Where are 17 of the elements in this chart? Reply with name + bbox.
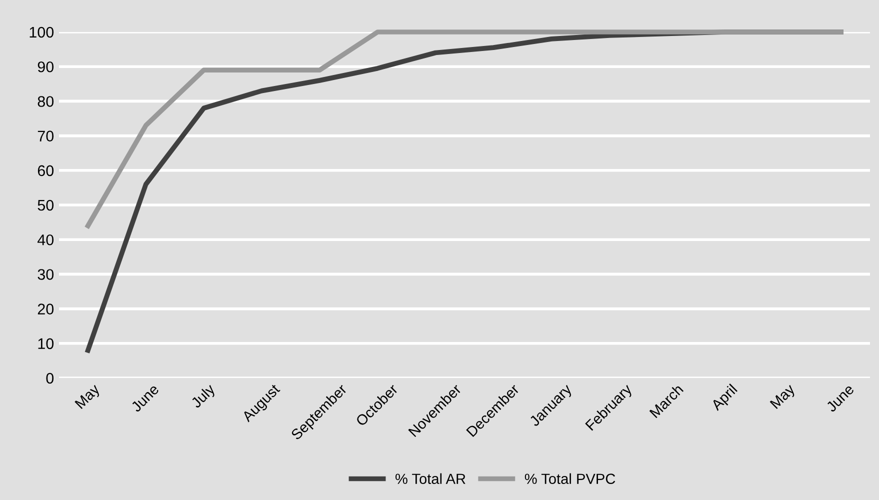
y-tick-label: 10 bbox=[38, 338, 54, 350]
y-tick-label: 20 bbox=[38, 304, 54, 314]
y-tick-label: 100 bbox=[30, 26, 54, 38]
y-tick-label: 0 bbox=[46, 372, 54, 384]
y-tick-label: 40 bbox=[38, 234, 54, 246]
y-tick-label: 80 bbox=[38, 96, 54, 107]
y-tick-label: 90 bbox=[38, 61, 54, 72]
x-tick-label: July bbox=[190, 382, 218, 411]
y-tick-label: 70 bbox=[38, 130, 54, 142]
line-series bbox=[86, 30, 844, 228]
y-tick-label: 60 bbox=[38, 165, 54, 176]
x-tick-label: May bbox=[770, 383, 798, 412]
legend-label: % Total PVPC bbox=[524, 473, 616, 484]
y-tick-label: 50 bbox=[38, 200, 54, 211]
y-tick-label: 30 bbox=[38, 269, 54, 280]
legend-label: % Total AR bbox=[395, 473, 466, 484]
x-tick-label: May bbox=[74, 383, 102, 412]
